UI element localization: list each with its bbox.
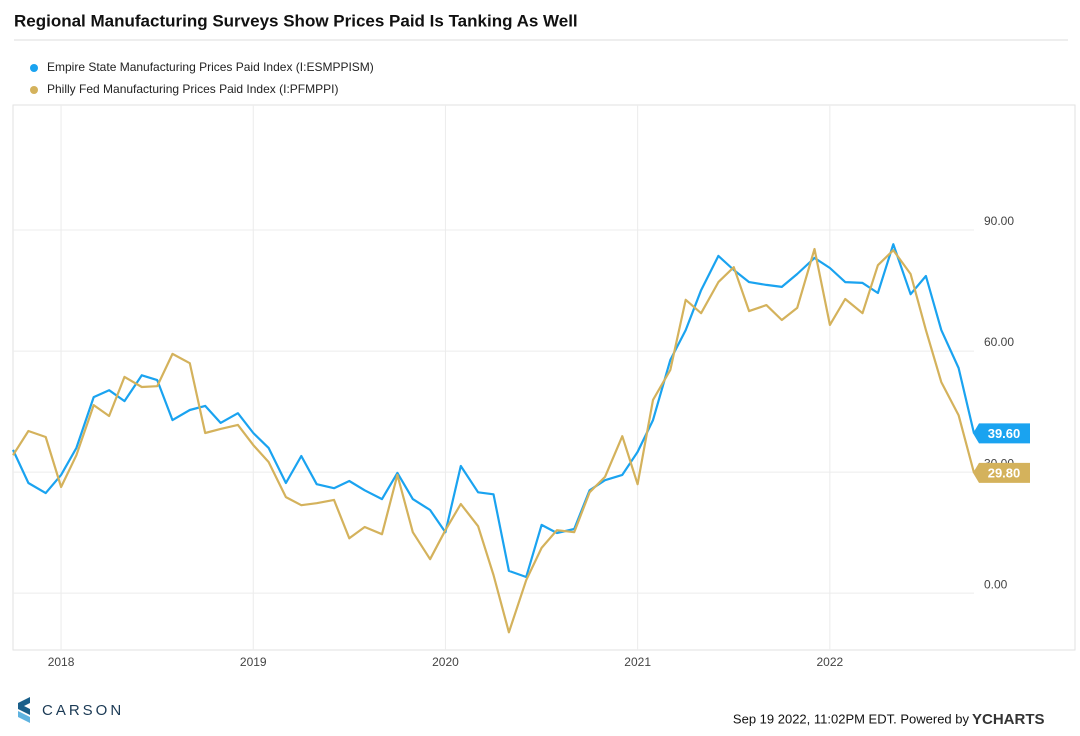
value-label-box (973, 423, 1030, 444)
x-tick-label: 2020 (432, 655, 459, 669)
x-tick-label: 2018 (48, 655, 75, 669)
legend-marker (30, 64, 38, 72)
carson-logo (18, 697, 30, 723)
y-tick-label: 0.00 (984, 577, 1008, 591)
plot-frame (12, 104, 1076, 651)
legend-marker (30, 86, 38, 94)
x-tick-label: 2021 (624, 655, 651, 669)
x-tick-label: 2022 (816, 655, 843, 669)
legend-label: Philly Fed Manufacturing Prices Paid Ind… (47, 82, 338, 96)
y-tick-label: 90.00 (984, 214, 1014, 228)
y-tick-label: 60.00 (984, 335, 1014, 349)
x-tick-label: 2019 (240, 655, 267, 669)
footer-timestamp: Sep 19 2022, 11:02PM EDT. Powered by (733, 711, 970, 726)
series-line (12, 243, 976, 579)
footer-brand: YCHARTS (972, 711, 1045, 728)
legend-label: Empire State Manufacturing Prices Paid I… (47, 60, 374, 74)
value-label: 29.80 (988, 465, 1021, 480)
value-label: 39.60 (988, 426, 1021, 441)
chart-title: Regional Manufacturing Surveys Show Pric… (14, 11, 578, 30)
series-line (12, 247, 976, 634)
value-label-box (973, 462, 1030, 483)
brand-name: CARSON (42, 702, 124, 719)
